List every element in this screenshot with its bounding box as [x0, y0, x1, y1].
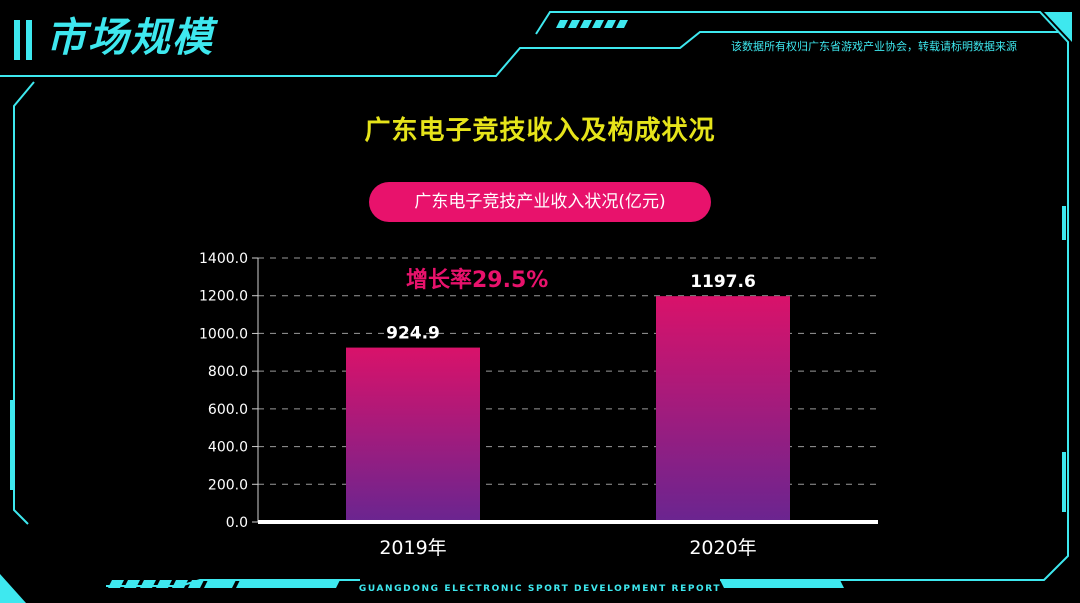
- chart-subtitle-pill: 广东电子竞技产业收入状况(亿元): [369, 182, 711, 222]
- right-accent-1: [1062, 206, 1066, 240]
- frame-left-edge: [13, 81, 35, 525]
- footer-text: GUANGDONG ELECTRONIC SPORT DEVELOPMENT R…: [358, 584, 722, 594]
- y-tick-label: 1000.0: [199, 326, 248, 342]
- y-tick-label: 200.0: [208, 477, 248, 493]
- y-tick-label: 600.0: [208, 402, 248, 418]
- chart-title: 广东电子竞技收入及构成状况: [364, 116, 716, 146]
- frame-top-right: [535, 11, 1069, 200]
- bar: [346, 347, 480, 522]
- source-note: 该数据所有权归广东省游戏产业协会，转载请标明数据来源: [731, 40, 1017, 53]
- x-tick-label: 2019年: [379, 537, 446, 559]
- section-title: 市场规模: [46, 15, 214, 61]
- top-dashes: [556, 20, 628, 28]
- title-bar-1: [14, 20, 20, 60]
- data-label: 924.9: [386, 324, 440, 344]
- data-label: 1197.6: [690, 272, 756, 292]
- y-tick-label: 0.0: [226, 515, 248, 531]
- frame-top-line: [0, 31, 1058, 77]
- frame-right-edge: [900, 200, 1069, 581]
- left-accent: [10, 400, 14, 490]
- y-tick-label: 1400.0: [199, 251, 248, 267]
- title-bar-2: [26, 20, 32, 60]
- y-tick-label: 800.0: [208, 364, 248, 380]
- bar: [656, 296, 790, 522]
- x-tick-label: 2020年: [689, 537, 756, 559]
- right-accent-2: [1062, 452, 1066, 512]
- y-tick-label: 1200.0: [199, 289, 248, 305]
- bottom-dashes: [108, 580, 844, 588]
- y-tick-label: 400.0: [208, 440, 248, 456]
- bottom-left-corner: [0, 574, 26, 603]
- growth-rate-label: 增长率29.5%: [406, 268, 549, 293]
- corner-triangle: [1044, 12, 1072, 42]
